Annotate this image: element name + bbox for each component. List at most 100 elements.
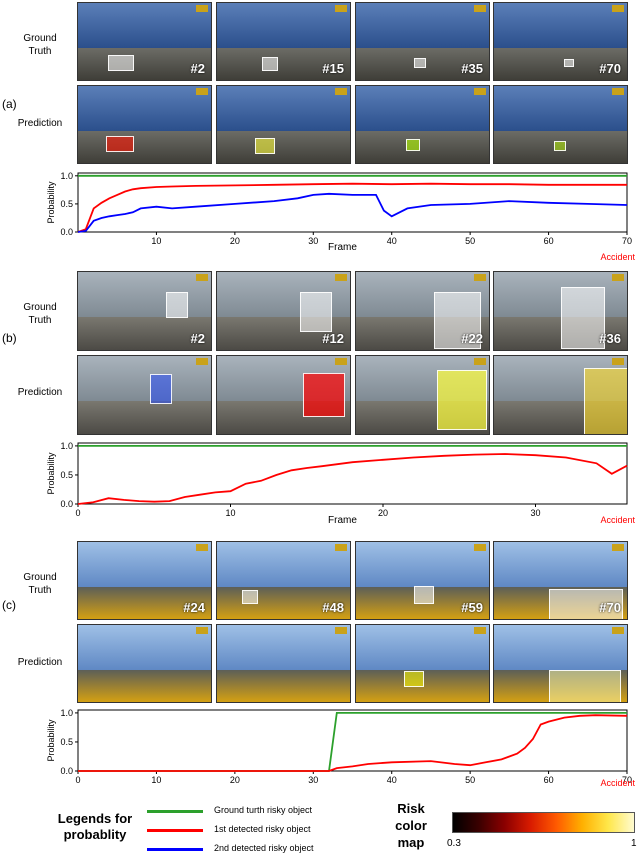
frame-sky [494,3,627,48]
dashcam-logo [474,358,486,365]
x-tick-label: 30 [530,508,540,518]
ground-truth-risky-object-box [561,287,605,349]
frame-sky [78,86,211,131]
panel-b-prediction-frame-4 [493,355,628,435]
predicted-risk-heatmap-box [554,141,566,151]
x-tick-label: 0 [75,775,80,785]
plot-frame [77,709,628,772]
panel-b-ground-truth-frame-2: #12 [216,271,351,351]
predicted-risk-heatmap-box [303,373,345,417]
frame-sky [494,625,627,670]
panel-a-row-prediction-label: Prediction [17,118,63,129]
dashcam-logo [474,544,486,551]
ground-truth-risky-object-box [434,292,481,349]
accident-label: Accident [600,252,635,262]
y-tick-label: 0.0 [60,499,73,509]
y-tick-label: 1.0 [60,708,73,718]
dashcam-logo [474,88,486,95]
frame-sky [217,86,350,131]
x-tick-label: 20 [230,775,240,785]
accident-label: Accident [600,778,635,788]
ground-truth-risky-object-box [262,57,278,71]
frame-road [78,130,211,163]
frame-sky [356,3,489,48]
frame-number-label: #24 [183,600,205,615]
series-line-2 [78,714,628,772]
panel-b-row-ground-truth-label: Ground Truth [23,302,57,326]
ground-truth-risky-object-box [549,589,623,619]
dashcam-logo [335,627,347,634]
frame-sky [78,542,211,587]
frame-sky [217,3,350,48]
panel-b-ground-truth-frame-1: #2 [77,271,212,351]
x-tick-label: 0 [75,508,80,518]
x-axis-label: Frame [328,515,357,526]
frame-road [217,586,350,619]
frame-road [78,669,211,702]
legend-text-ground-truth: Ground turth risky object [214,805,313,815]
dashcam-logo [335,544,347,551]
panel-c-ground-truth-frame-2: #48 [216,541,351,620]
legend-line-first-detected [147,829,203,832]
panel-a-prediction-frame-4 [493,85,628,164]
series-line-2 [77,453,628,505]
frame-road [217,130,350,163]
panel-a-ground-truth-frame-2: #15 [216,2,351,81]
frame-sky [78,272,211,318]
frame-sky [356,625,489,670]
y-tick-label: 0.0 [60,227,73,237]
frame-sky [356,86,489,131]
dashcam-logo [196,358,208,365]
x-tick-label: 40 [387,236,397,246]
panel-a-tag: (a) [2,97,17,111]
frame-sky [217,625,350,670]
ground-truth-risky-object-box [166,292,188,318]
panel-b-tag: (b) [2,331,17,345]
panel-a-prediction-frame-1 [77,85,212,164]
predicted-risk-heatmap-box [106,136,134,152]
panel-a-row-ground-truth-label: Ground Truth [23,33,57,57]
panel-b-prediction-frame-1 [77,355,212,435]
y-tick-label: 0.5 [60,737,73,747]
dashcam-logo [335,358,347,365]
frame-sky [217,542,350,587]
frame-road [356,130,489,163]
y-tick-label: 0.0 [60,766,73,776]
predicted-risk-heatmap-box [584,368,627,434]
predicted-risk-heatmap-box [549,670,621,702]
x-tick-label: 50 [465,775,475,785]
dashcam-logo [474,274,486,281]
panel-b-ground-truth-frame-4: #36 [493,271,628,351]
frame-road [78,47,211,80]
x-tick-label: 10 [151,236,161,246]
dashcam-logo [474,5,486,12]
panel-c-ground-truth-frame-1: #24 [77,541,212,620]
dashcam-logo [612,274,624,281]
frame-sky [494,542,627,587]
ground-truth-risky-object-box [108,55,134,71]
ground-truth-risky-object-box [242,590,258,604]
ground-truth-risky-object-box [564,59,574,67]
series-line-3 [77,192,628,233]
legend-line-ground-truth [147,810,203,813]
y-tick-label: 0.5 [60,470,73,480]
legend-text-first-detected: 1st detected risky object [214,824,311,834]
panel-c-prediction-frame-1 [77,624,212,703]
panel-a-ground-truth-frame-1: #2 [77,2,212,81]
x-tick-label: 20 [378,508,388,518]
predicted-risk-heatmap-box [437,370,487,430]
panel-b-row-prediction-label: Prediction [17,387,63,398]
y-tick-label: 0.5 [60,199,73,209]
panel-b-prediction-frame-3 [355,355,490,435]
dashcam-logo [612,627,624,634]
legend-title: Legends for probablity [57,811,133,842]
y-tick-label: 1.0 [60,441,73,451]
panel-c-row-prediction-label: Prediction [17,657,63,668]
dashcam-logo [612,544,624,551]
dashcam-logo [335,5,347,12]
panel-c-prediction-frame-3 [355,624,490,703]
dashcam-logo [196,88,208,95]
frame-sky [78,3,211,48]
frame-number-label: #15 [322,61,344,76]
panel-a-prediction-frame-2 [216,85,351,164]
